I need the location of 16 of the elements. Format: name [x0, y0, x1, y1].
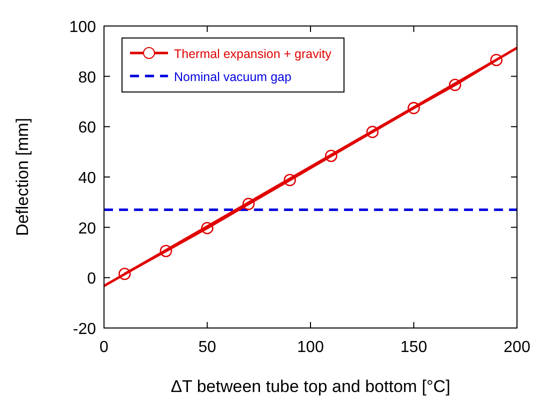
x-tick-label: 200	[504, 339, 530, 356]
legend-label: Thermal expansion + gravity	[174, 47, 332, 61]
x-axis-title: ΔT between tube top and bottom [°C]	[170, 377, 450, 396]
y-axis-title: Deflection [mm]	[13, 118, 32, 236]
y-tick-label: 20	[78, 220, 96, 238]
y-tick-label: 100	[69, 19, 96, 36]
y-tick-label: 40	[78, 170, 96, 187]
y-tick-label: -20	[72, 321, 96, 338]
legend-label: Nominal vacuum gap	[174, 70, 292, 84]
x-tick-label: 100	[297, 339, 324, 356]
x-tick-label: 0	[100, 339, 109, 356]
x-tick-label: 150	[400, 339, 428, 356]
y-tick-label: 60	[78, 120, 96, 137]
x-tick-label: 50	[198, 339, 216, 356]
y-tick-label: 0	[87, 270, 96, 288]
y-tick-label: 80	[78, 69, 96, 86]
